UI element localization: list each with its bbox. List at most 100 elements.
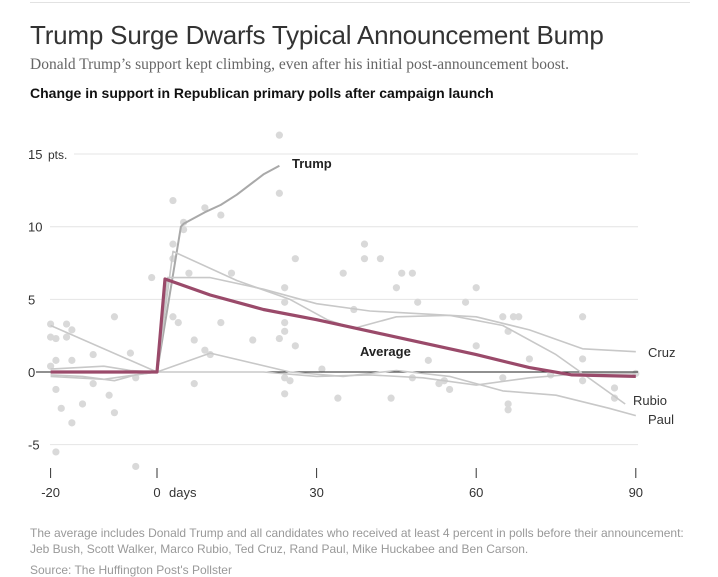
y-unit-label: pts. (48, 148, 67, 162)
poll-dot (387, 394, 395, 402)
poll-dot (281, 318, 289, 327)
series-label-rubio: Rubio (633, 393, 667, 408)
poll-dot (610, 394, 619, 402)
y-tick-label: 10 (28, 220, 42, 235)
poll-dot (190, 336, 198, 344)
series-line-candidate (50, 324, 158, 373)
x-tick-label: 0 (153, 485, 160, 500)
chart-note: The average includes Donald Trump and al… (30, 526, 684, 556)
poll-dot (461, 298, 470, 306)
poll-dot (217, 211, 225, 219)
x-unit-label: days (169, 485, 197, 500)
series-label-trump: Trump (292, 156, 332, 171)
poll-dot (414, 298, 422, 306)
chart-heading: Change in support in Republican primary … (30, 85, 494, 101)
series-line-cruz (156, 276, 636, 373)
poll-dot (52, 334, 60, 343)
poll-dot (217, 318, 225, 327)
poll-dot (525, 355, 534, 363)
series-line-trump (156, 164, 280, 373)
x-tick-label: -20 (41, 485, 60, 500)
poll-dot (281, 390, 289, 398)
poll-dot (201, 346, 209, 354)
poll-dot (334, 394, 342, 402)
poll-dot (408, 269, 416, 277)
poll-dot (47, 362, 55, 370)
y-tick-label: 0 (28, 365, 35, 380)
x-tick-label: 90 (629, 485, 643, 500)
poll-dot (110, 313, 119, 321)
poll-dot (472, 284, 480, 292)
poll-dot (52, 448, 60, 456)
source-line: Source: The Huffington Post's Pollster (30, 563, 232, 577)
poll-dot (249, 336, 257, 344)
poll-dot (499, 313, 507, 321)
page-title: Trump Surge Dwarfs Typical Announcement … (30, 20, 604, 50)
poll-dot (57, 404, 65, 412)
line-chart: 15 pts. 10 5 0 -5 Average Trump Cruz Rubio Paul -20… (28, 131, 675, 500)
y-tick-label: 15 (28, 147, 42, 162)
poll-dot (89, 350, 97, 359)
poll-dot (148, 273, 156, 282)
poll-dot (515, 313, 523, 321)
poll-dot (579, 377, 587, 385)
poll-dot (68, 356, 76, 364)
poll-dot (339, 269, 347, 277)
series-line-candidate (50, 371, 158, 382)
poll-dot (174, 318, 182, 327)
poll-dot (286, 377, 294, 385)
poll-dot (105, 391, 113, 399)
poll-dot (68, 326, 76, 334)
poll-dot (376, 255, 385, 263)
poll-dot (275, 334, 283, 343)
poll-dot (180, 226, 188, 234)
y-tick-label: 5 (28, 292, 35, 307)
poll-dot (579, 313, 587, 321)
poll-dot (504, 400, 512, 408)
poll-dot (62, 320, 71, 328)
poll-dot (360, 255, 369, 263)
series-label-cruz: Cruz (648, 345, 675, 360)
poll-dot (504, 406, 512, 414)
poll-dot (446, 385, 454, 394)
series-line-average (50, 277, 636, 378)
poll-dot (281, 298, 289, 306)
series-label-average: Average (360, 344, 411, 359)
poll-dot (132, 462, 140, 471)
poll-dot (392, 284, 400, 292)
x-tick-label: 30 (309, 485, 323, 500)
poll-dot (472, 342, 480, 350)
poll-dot (169, 240, 177, 248)
poll-dot (291, 255, 299, 263)
poll-dot (78, 400, 87, 408)
series-line-paul (50, 352, 637, 417)
series-line-rubio (156, 250, 626, 405)
page-subtitle: Donald Trump’s support kept climbing, ev… (30, 56, 569, 73)
poll-dot (227, 269, 236, 277)
poll-dot (281, 284, 289, 292)
poll-dot (509, 313, 518, 321)
poll-dot (126, 349, 134, 357)
poll-dot (68, 419, 76, 427)
poll-dot (318, 365, 326, 373)
poll-dot (52, 356, 60, 364)
poll-dot (169, 196, 177, 205)
poll-dot (291, 342, 299, 350)
y-tick-label: -5 (28, 438, 40, 453)
poll-dot (424, 356, 432, 364)
poll-dot (499, 374, 507, 382)
poll-dot (435, 380, 443, 388)
poll-dot (275, 189, 283, 197)
poll-dot (180, 218, 188, 226)
poll-dot (610, 384, 619, 392)
poll-dot (579, 355, 587, 363)
x-tick-label: 60 (469, 485, 483, 500)
poll-dot (185, 269, 193, 277)
poll-dot (281, 327, 289, 335)
poll-dot (52, 385, 60, 394)
top-rule (30, 2, 690, 3)
poll-dot (398, 269, 406, 277)
poll-dot (201, 204, 209, 212)
series-label-paul: Paul (648, 412, 674, 427)
poll-dot (89, 380, 97, 388)
